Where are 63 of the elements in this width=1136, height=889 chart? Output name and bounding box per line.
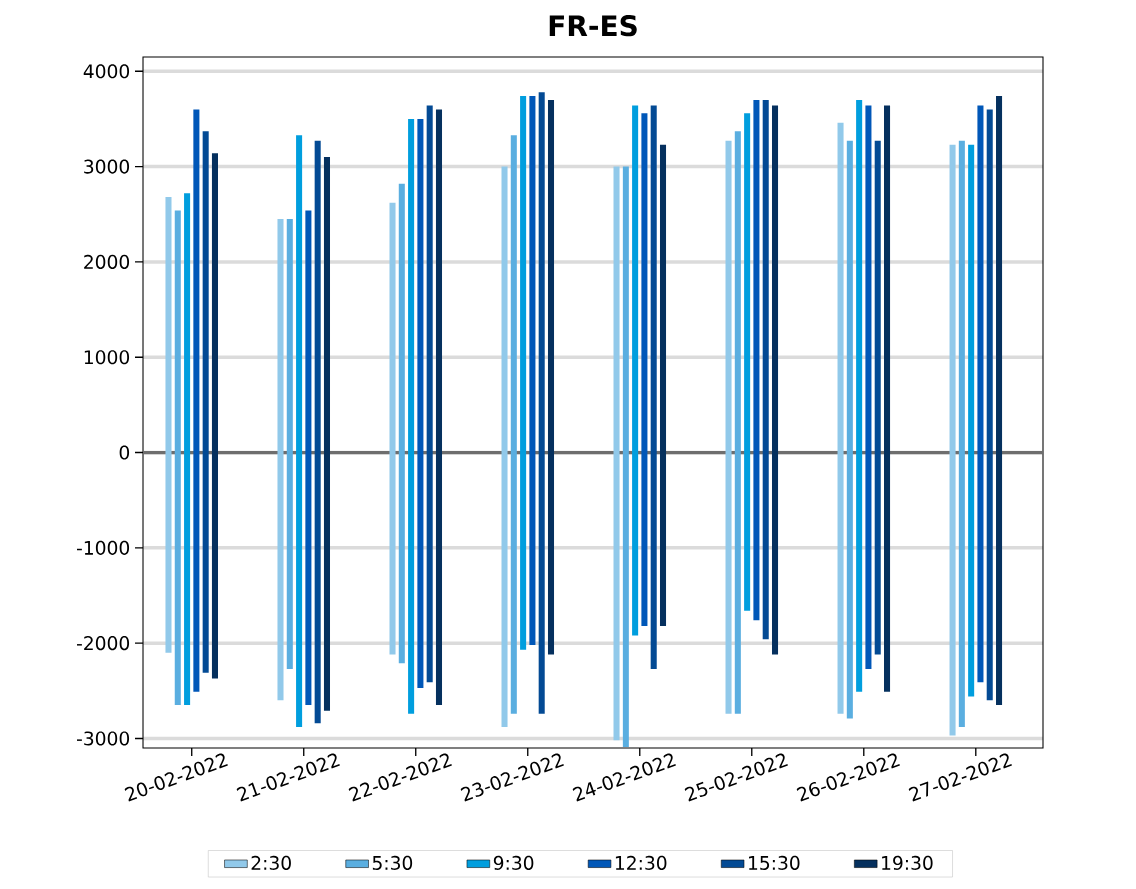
bar <box>884 105 891 692</box>
bar <box>286 219 293 669</box>
bar <box>874 140 881 655</box>
bar <box>501 166 508 728</box>
bar <box>632 105 639 636</box>
bar <box>193 109 200 692</box>
bar <box>744 113 751 611</box>
bar <box>865 105 872 669</box>
bar <box>771 105 779 655</box>
bar <box>520 96 527 650</box>
bar <box>753 99 760 621</box>
bar <box>426 105 433 683</box>
bar <box>622 166 629 748</box>
y-tick-label: 1000 <box>84 350 130 365</box>
bar <box>211 153 218 679</box>
bar <box>202 131 209 673</box>
y-tick-label: 0 <box>119 445 130 460</box>
bar <box>398 183 405 664</box>
bar <box>314 140 321 724</box>
bar <box>659 144 667 626</box>
bar <box>296 135 303 728</box>
legend-label: 9:30 <box>493 855 534 870</box>
legend-label: 19:30 <box>882 855 933 870</box>
y-tick-label: -2000 <box>76 636 130 651</box>
bar <box>174 210 181 706</box>
bar <box>184 193 191 706</box>
legend-label: 15:30 <box>749 855 800 870</box>
bar <box>977 105 984 683</box>
bar <box>846 140 853 719</box>
bar <box>529 96 536 646</box>
bar <box>417 118 424 688</box>
bar <box>547 99 555 655</box>
bar <box>323 157 331 711</box>
bar <box>986 109 993 701</box>
bar <box>996 96 1003 706</box>
bar <box>510 135 517 714</box>
bar <box>277 219 284 701</box>
y-tick-label: -1000 <box>76 540 130 555</box>
y-tick-label: 4000 <box>83 64 130 79</box>
bar <box>613 166 620 741</box>
bar <box>408 118 415 714</box>
legend-label: 12:30 <box>615 855 667 870</box>
bar <box>837 122 844 714</box>
bar <box>305 210 312 706</box>
chart-title: FR-ES <box>549 15 637 37</box>
bar <box>641 113 648 626</box>
y-tick-label: 2000 <box>84 254 130 269</box>
bar <box>650 105 657 669</box>
legend-label: 2:30 <box>251 855 291 870</box>
bar <box>435 109 443 706</box>
legend-label: 5:30 <box>372 855 413 870</box>
bar <box>538 92 545 714</box>
bar <box>856 99 863 692</box>
bar <box>958 140 965 728</box>
bar <box>949 144 956 736</box>
bar <box>734 131 741 714</box>
bar <box>968 144 975 697</box>
y-tick-label: 3000 <box>84 159 130 174</box>
y-tick-label: -3000 <box>76 731 130 746</box>
bar <box>165 197 172 653</box>
bar <box>725 140 732 714</box>
bar <box>762 99 769 640</box>
bar <box>389 202 396 655</box>
